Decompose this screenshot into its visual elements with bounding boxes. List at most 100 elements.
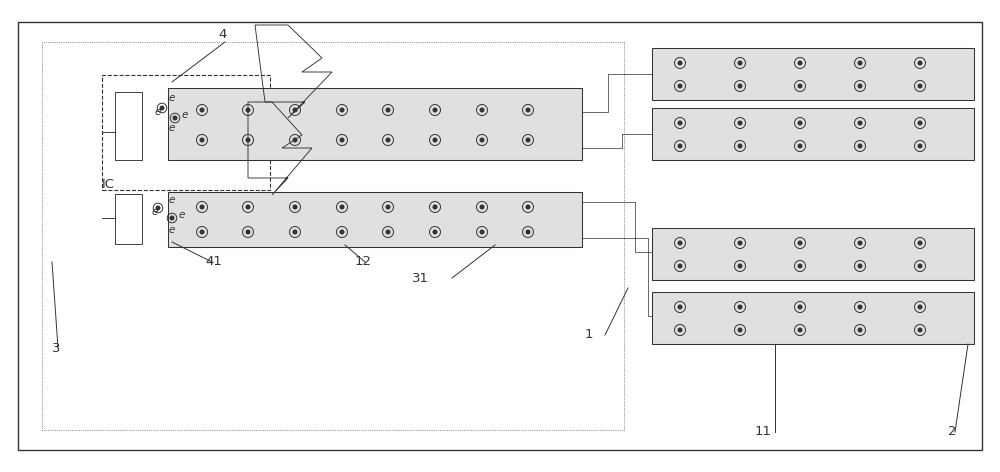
Text: IC: IC: [102, 178, 115, 191]
Text: 3: 3: [52, 342, 60, 355]
Circle shape: [738, 61, 742, 65]
Circle shape: [433, 108, 437, 112]
Circle shape: [918, 61, 922, 65]
Circle shape: [433, 138, 437, 142]
Circle shape: [293, 230, 297, 234]
Circle shape: [678, 241, 682, 245]
Circle shape: [386, 205, 390, 209]
Circle shape: [798, 61, 802, 65]
Circle shape: [246, 138, 250, 142]
Bar: [168, 192, 582, 247]
Circle shape: [386, 138, 390, 142]
Circle shape: [480, 205, 484, 209]
Circle shape: [386, 108, 390, 112]
Circle shape: [858, 84, 862, 88]
Circle shape: [293, 108, 297, 112]
Text: 41: 41: [205, 255, 222, 268]
Circle shape: [293, 205, 297, 209]
Text: e: e: [182, 110, 188, 120]
Circle shape: [340, 230, 344, 234]
Circle shape: [738, 305, 742, 309]
Text: e: e: [152, 207, 158, 217]
Text: 11: 11: [755, 425, 772, 438]
Circle shape: [433, 230, 437, 234]
Circle shape: [798, 264, 802, 268]
Circle shape: [526, 205, 530, 209]
Circle shape: [798, 84, 802, 88]
Text: e: e: [169, 93, 175, 103]
Bar: [652, 292, 974, 344]
Text: 2: 2: [948, 425, 956, 438]
Text: 4: 4: [218, 28, 226, 41]
Circle shape: [858, 305, 862, 309]
Circle shape: [200, 205, 204, 209]
Circle shape: [798, 144, 802, 148]
Circle shape: [246, 205, 250, 209]
Text: e: e: [179, 210, 185, 220]
Circle shape: [858, 328, 862, 332]
Bar: [42, 42, 624, 430]
Circle shape: [858, 241, 862, 245]
Circle shape: [918, 121, 922, 125]
Circle shape: [918, 305, 922, 309]
Circle shape: [200, 230, 204, 234]
Circle shape: [678, 305, 682, 309]
Circle shape: [200, 108, 204, 112]
Circle shape: [738, 144, 742, 148]
Circle shape: [798, 328, 802, 332]
Text: e: e: [155, 107, 161, 117]
Circle shape: [678, 144, 682, 148]
Circle shape: [340, 108, 344, 112]
Circle shape: [918, 328, 922, 332]
Bar: [102, 75, 270, 190]
Text: 1: 1: [585, 328, 594, 341]
Circle shape: [678, 121, 682, 125]
Circle shape: [173, 116, 177, 120]
Text: 12: 12: [355, 255, 372, 268]
Circle shape: [798, 241, 802, 245]
Circle shape: [433, 205, 437, 209]
Circle shape: [246, 108, 250, 112]
Circle shape: [200, 138, 204, 142]
Circle shape: [480, 108, 484, 112]
Bar: [652, 48, 974, 100]
Circle shape: [918, 264, 922, 268]
Circle shape: [386, 230, 390, 234]
Text: e: e: [169, 195, 175, 205]
Circle shape: [918, 241, 922, 245]
Bar: [652, 108, 974, 160]
Circle shape: [156, 206, 160, 210]
Circle shape: [480, 138, 484, 142]
Circle shape: [246, 230, 250, 234]
Text: e: e: [169, 123, 175, 133]
Circle shape: [526, 108, 530, 112]
Circle shape: [918, 84, 922, 88]
Circle shape: [340, 138, 344, 142]
Circle shape: [678, 328, 682, 332]
Circle shape: [340, 205, 344, 209]
Text: 31: 31: [412, 272, 429, 285]
Circle shape: [678, 84, 682, 88]
Circle shape: [738, 328, 742, 332]
Circle shape: [798, 121, 802, 125]
Circle shape: [526, 138, 530, 142]
Circle shape: [918, 144, 922, 148]
Circle shape: [526, 230, 530, 234]
Circle shape: [480, 230, 484, 234]
Text: e: e: [169, 225, 175, 235]
Circle shape: [858, 61, 862, 65]
Circle shape: [170, 216, 174, 220]
Circle shape: [678, 61, 682, 65]
Circle shape: [858, 144, 862, 148]
Circle shape: [738, 121, 742, 125]
Circle shape: [678, 264, 682, 268]
Bar: [652, 228, 974, 280]
Circle shape: [293, 138, 297, 142]
Circle shape: [858, 121, 862, 125]
Circle shape: [738, 264, 742, 268]
Bar: [168, 88, 582, 160]
Circle shape: [160, 106, 164, 110]
Circle shape: [858, 264, 862, 268]
Circle shape: [798, 305, 802, 309]
Circle shape: [738, 241, 742, 245]
